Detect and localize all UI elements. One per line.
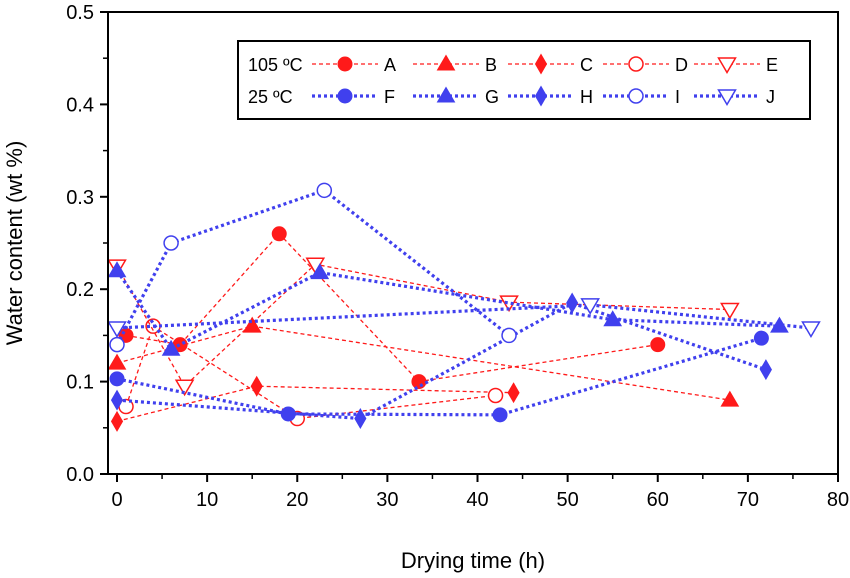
x-tick-label: 20 xyxy=(286,489,308,511)
data-point-I-1 xyxy=(163,235,179,251)
y-tick-label: 0.5 xyxy=(66,2,94,24)
x-axis-title: Drying time (h) xyxy=(401,548,545,573)
legend-marker-B xyxy=(436,54,456,71)
data-point-B-0 xyxy=(107,353,127,370)
series-J xyxy=(107,298,821,338)
data-point-D-3 xyxy=(487,387,504,404)
data-point-I-0 xyxy=(109,336,125,353)
data-point-A-3 xyxy=(411,374,427,390)
legend-label-E: E xyxy=(766,55,778,75)
legend: 105 ºC 25 ºC A B C D E F G H I J xyxy=(237,40,811,120)
data-point-G-2 xyxy=(310,263,330,280)
y-tick-label: 0.2 xyxy=(66,279,94,301)
data-point-J-1 xyxy=(580,298,600,315)
legend-marker-C xyxy=(534,53,548,75)
y-tick-label: 0.0 xyxy=(66,464,94,486)
data-point-G-0 xyxy=(107,261,127,278)
x-tick-label: 0 xyxy=(111,489,122,511)
legend-marker-D xyxy=(628,56,644,72)
series-line-H xyxy=(116,301,767,421)
data-point-J-2 xyxy=(801,321,821,338)
x-tick-label: 10 xyxy=(196,489,218,511)
x-tick-label: 40 xyxy=(466,489,488,511)
data-point-E-1 xyxy=(174,379,195,397)
series-H xyxy=(110,292,772,430)
series-line-G xyxy=(115,269,780,352)
legend-label-A: A xyxy=(384,55,396,75)
legend-entry-B: B xyxy=(413,54,497,75)
legend-marker-E xyxy=(717,57,737,74)
series-layer xyxy=(107,182,821,432)
y-axis-title: Water content (wt %) xyxy=(2,141,27,346)
data-point-A-2 xyxy=(271,226,287,242)
series-line-D xyxy=(125,325,496,420)
data-point-E-4 xyxy=(720,302,740,320)
x-tick-label: 60 xyxy=(647,489,669,511)
legend-group-label-105: 105 ºC xyxy=(248,55,303,75)
series-F xyxy=(109,330,769,423)
data-point-G-1 xyxy=(161,339,181,356)
legend-marker-G xyxy=(436,86,456,103)
legend-marker-F xyxy=(337,88,353,104)
data-point-B-2 xyxy=(720,390,740,407)
legend-label-B: B xyxy=(485,55,497,75)
series-B xyxy=(107,316,740,407)
series-A xyxy=(118,226,666,390)
y-tick-label: 0.1 xyxy=(66,372,94,394)
series-line-C xyxy=(116,385,514,422)
data-point-F-0 xyxy=(109,371,125,387)
legend-marker-J xyxy=(717,89,737,106)
legend-label-I: I xyxy=(675,87,680,107)
data-point-I-3 xyxy=(501,327,517,344)
data-point-J-0 xyxy=(107,321,127,338)
x-tick-label: 50 xyxy=(557,489,579,511)
data-point-I-2 xyxy=(316,182,333,199)
data-point-H-3 xyxy=(759,359,772,381)
legend-label-H: H xyxy=(580,87,593,107)
legend-entry-E: E xyxy=(694,55,778,75)
legend-entry-A: A xyxy=(312,55,396,75)
data-point-H-1 xyxy=(354,408,367,430)
x-tick-label: 70 xyxy=(737,489,759,511)
data-point-F-3 xyxy=(753,330,769,346)
x-tick-label: 80 xyxy=(827,489,849,511)
legend-marker-A xyxy=(337,56,353,72)
data-point-H-2 xyxy=(566,292,579,314)
legend-marker-H xyxy=(534,85,548,107)
legend-label-C: C xyxy=(580,55,593,75)
data-point-B-1 xyxy=(242,316,262,333)
legend-entry-C: C xyxy=(508,53,593,75)
legend-entry-J: J xyxy=(694,87,775,107)
y-tick-label: 0.4 xyxy=(66,94,94,116)
data-point-C-2 xyxy=(507,382,520,404)
data-point-H-0 xyxy=(110,389,124,411)
ticks-layer: 0 10 20 30 40 50 60 70 80 0.0 0.1 0.2 0.3 0.4 0.5 xyxy=(66,2,849,511)
data-point-F-2 xyxy=(492,407,508,423)
legend-label-F: F xyxy=(384,87,395,107)
series-line-F xyxy=(116,336,762,417)
legend-group-label-25: 25 ºC xyxy=(248,87,293,107)
x-tick-label: 30 xyxy=(376,489,398,511)
y-tick-label: 0.3 xyxy=(66,187,94,209)
legend-box xyxy=(237,40,811,120)
data-point-C-1 xyxy=(250,375,263,397)
data-point-A-4 xyxy=(650,337,666,353)
legend-label-D: D xyxy=(675,55,688,75)
legend-entry-F: F xyxy=(312,87,395,107)
series-line-J xyxy=(116,303,812,330)
legend-entry-D: D xyxy=(603,55,688,75)
legend-label-J: J xyxy=(766,87,775,107)
legend-entry-H: H xyxy=(508,85,593,107)
legend-label-G: G xyxy=(485,87,499,107)
legend-marker-I xyxy=(628,88,644,104)
data-point-C-0 xyxy=(110,410,124,432)
series-G xyxy=(107,261,789,356)
legend-entry-G: G xyxy=(413,86,499,107)
legend-entry-I: I xyxy=(603,87,680,107)
